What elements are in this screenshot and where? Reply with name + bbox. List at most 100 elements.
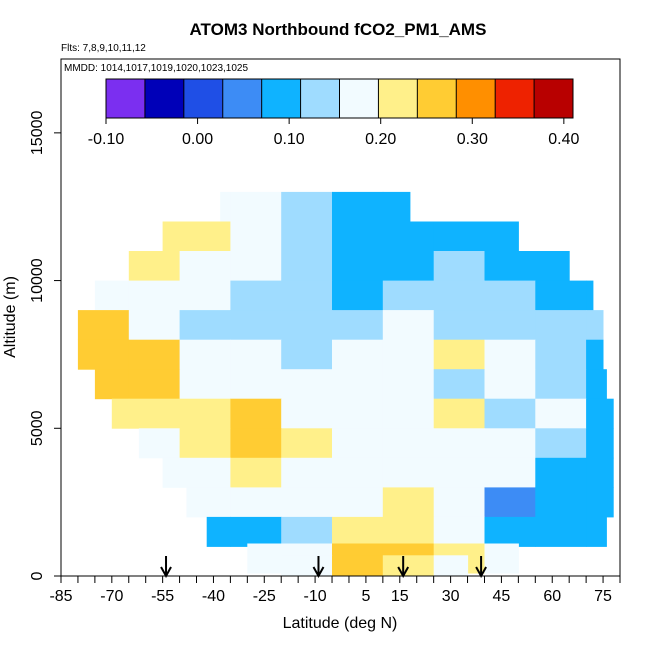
x-tick-label: -25: [253, 588, 276, 605]
field-cell: [586, 369, 607, 400]
field-cell: [128, 310, 181, 341]
x-tick-label: 15: [391, 588, 409, 605]
field-cell: [179, 339, 231, 370]
field-cell: [382, 280, 435, 311]
field-cell: [382, 339, 435, 370]
field-cell: [382, 516, 435, 547]
field-cell: [281, 310, 333, 341]
x-tick-label: -40: [202, 588, 225, 605]
field-cell: [586, 339, 604, 370]
field-cell: [535, 457, 587, 488]
x-tick-label: -85: [49, 588, 72, 605]
field-cell: [77, 339, 130, 370]
chart-title: ATOM3 Northbound fCO2_PM1_AMS: [190, 20, 487, 39]
field-cell: [230, 251, 282, 281]
field-cell: [484, 251, 536, 281]
profile-marker-arrow: [160, 556, 172, 579]
field-cell: [332, 251, 384, 281]
mmdd-note: MMDD: 1014,1017,1019,1020,1023,1025: [64, 63, 248, 74]
field-cell: [179, 221, 231, 252]
field-cell: [247, 543, 282, 574]
colorbar-swatch: [456, 79, 496, 118]
field-cell: [332, 280, 384, 311]
x-axis-label: Latitude (deg N): [283, 615, 398, 632]
x-axis: -85 -70 -55 -40 -25 -10 5 15 30 45 60 75: [49, 576, 621, 605]
field-cell: [332, 310, 384, 341]
field-cell: [382, 428, 435, 459]
field-cell: [281, 398, 333, 429]
field-cell: [179, 310, 231, 341]
colorbar-swatch: [144, 79, 185, 118]
field-cell: [94, 280, 130, 311]
field-cell: [162, 221, 180, 252]
field-cell: [162, 457, 180, 488]
field-cell: [281, 191, 333, 222]
field-cell: [382, 251, 435, 281]
field-cell: [281, 457, 333, 488]
field-cell: [230, 487, 282, 518]
field-cell: [433, 428, 485, 459]
colorbar-swatch: [222, 79, 263, 118]
y-tick-label: 5000: [29, 410, 46, 446]
field-cell: [332, 369, 384, 400]
colorbar-swatch: [339, 79, 379, 118]
field-cell: [382, 457, 435, 488]
y-tick-label: 0: [29, 571, 46, 580]
field-cell: [433, 516, 485, 547]
field-cell: [382, 398, 435, 429]
data-field: [77, 191, 614, 576]
field-cell: [128, 280, 181, 311]
field-cell: [484, 339, 536, 370]
x-tick-label: 5: [361, 588, 370, 605]
field-cell: [433, 487, 485, 518]
field-cell: [332, 516, 384, 547]
field-cell: [206, 516, 231, 547]
field-cell: [433, 310, 485, 341]
flights-note: Flts: 7,8,9,10,11,12: [61, 43, 146, 54]
x-tick-label: 45: [493, 588, 511, 605]
colorbar-tick-label: 0.00: [182, 131, 213, 148]
y-tick-label: 10000: [29, 258, 46, 303]
field-cell: [281, 516, 333, 547]
field-cell: [230, 516, 282, 547]
field-cell: [281, 339, 333, 370]
field-cell: [535, 487, 587, 518]
field-cell: [586, 516, 607, 547]
field-cell: [535, 369, 587, 400]
field-cell: [220, 191, 231, 222]
field-cell: [382, 369, 435, 400]
field-cell: [484, 457, 536, 488]
field-cell: [332, 191, 384, 222]
field-cell: [484, 516, 536, 547]
field-cell: [586, 457, 614, 488]
field-cell: [332, 555, 384, 576]
field-cell: [382, 310, 435, 341]
y-axis-label: Altitude (m): [2, 276, 19, 358]
field-cell: [433, 339, 485, 370]
x-tick-label: -70: [100, 588, 123, 605]
colorbar-swatch: [378, 79, 418, 118]
field-cell: [535, 516, 587, 547]
field-cell: [586, 398, 614, 429]
colorbar-swatch: [417, 79, 457, 118]
field-cell: [230, 428, 282, 459]
field-cell: [230, 398, 282, 429]
field-cell: [332, 487, 384, 518]
field-cell: [535, 339, 587, 370]
field-cell: [94, 369, 130, 400]
field-cell: [535, 280, 587, 311]
field-cell: [281, 251, 333, 281]
field-cell: [281, 280, 333, 311]
field-cell: [586, 428, 614, 459]
field-cell: [111, 398, 130, 429]
colorbar-swatch: [534, 79, 574, 118]
field-cell: [535, 428, 587, 459]
field-cell: [382, 191, 411, 222]
colorbar-tick-label: 0.30: [457, 131, 488, 148]
colorbar: -0.10 0.00 0.10 0.20 0.30 0.40: [88, 78, 580, 148]
field-cell: [332, 428, 384, 459]
field-cell: [484, 310, 536, 341]
field-cell: [484, 543, 519, 574]
colorbar-tick-label: -0.10: [88, 131, 125, 148]
